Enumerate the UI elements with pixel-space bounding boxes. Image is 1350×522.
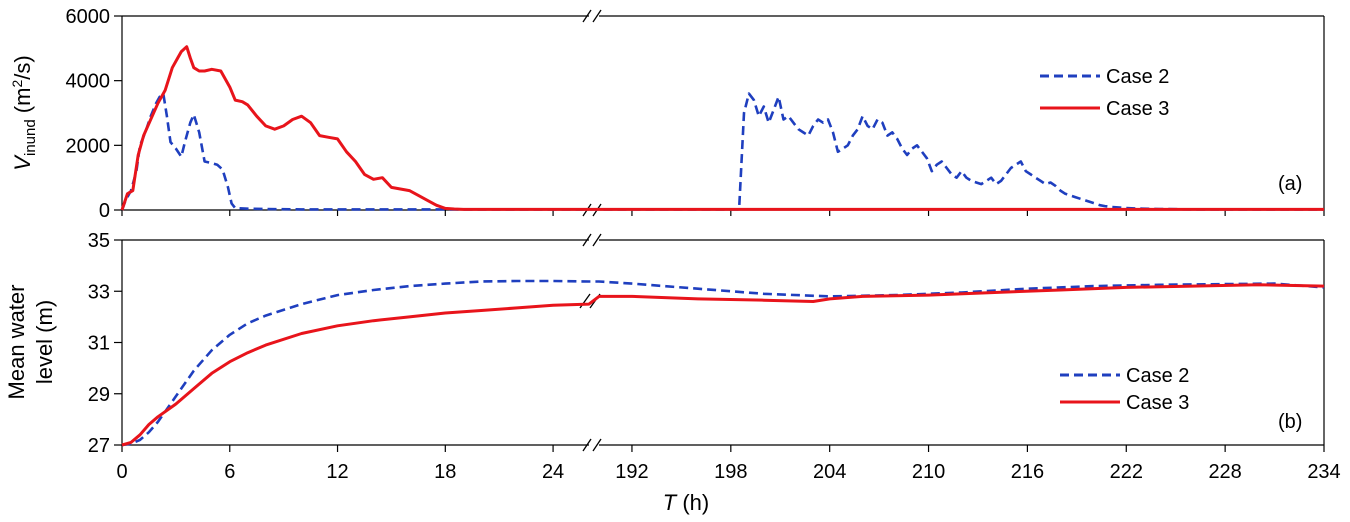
panel-a-legend-label-case2: Case 2 (1106, 66, 1169, 88)
panel-b-series-case-2 (121, 279, 1325, 447)
panel-b-ylabel-line1: Mean water (4, 285, 29, 400)
panel-a-y-ticks: 0 2000 4000 6000 (66, 6, 1325, 222)
panel-b-label: (b) (1278, 411, 1302, 433)
x-tick-label: 210 (912, 461, 945, 483)
x-tick-label: 192 (615, 461, 648, 483)
panel-b-series (121, 279, 1325, 447)
x-tick-label: 18 (434, 461, 456, 483)
x-axis-label-main: T (663, 490, 678, 515)
panel-a-legend-label-case3: Case 3 (1106, 98, 1169, 120)
panel-a-y-tick-label: 4000 (66, 71, 111, 93)
panel-b-break-bottom (582, 438, 602, 452)
x-tick-label: 0 (116, 461, 127, 483)
panel-b-break-top (582, 233, 602, 247)
panel-a-ylabel-main: V (10, 154, 35, 171)
panel-a-series-case-3 (120, 45, 1324, 211)
x-tick-label: 234 (1307, 461, 1340, 483)
panel-b-y-axis-label: Mean water level (m) (4, 285, 57, 400)
x-axis-label: T (h) (663, 490, 709, 515)
x-tick-label: 216 (1011, 461, 1044, 483)
panel-a-ylabel-unit-sup: 2 (9, 80, 25, 88)
panel-b-y-tick-label: 27 (88, 435, 110, 457)
panel-b-y-ticks: 27 29 31 33 35 (88, 230, 122, 457)
panel-b-legend: Case 2 Case 3 (1060, 365, 1189, 414)
x-tick-label: 6 (224, 461, 235, 483)
x-tick-label: 222 (1110, 461, 1143, 483)
panel-a-y-tick-label: 2000 (66, 135, 111, 157)
panel-a-ylabel-unit-post: /s) (10, 55, 35, 79)
panel-b-y-tick-label: 35 (88, 230, 110, 252)
x-tick-label: 198 (714, 461, 747, 483)
x-tick-label: 204 (813, 461, 846, 483)
panel-b-y-tick-label: 29 (88, 384, 110, 406)
x-axis-label-unit: (h) (676, 490, 709, 515)
panel-b: 27 29 31 33 35 0 6 12 18 24 192 198 204 210 216 222 228… (4, 230, 1341, 515)
panel-a-ylabel-sub: inund (22, 119, 39, 156)
panel-a-legend: Case 2 Case 3 (1040, 66, 1169, 120)
panel-a: 0 2000 4000 6000 Vinund (m2/s) Case 2 Case … (9, 6, 1325, 222)
x-tick-label: 24 (542, 461, 564, 483)
panel-b-ylabel-line2: level (m) (32, 300, 57, 384)
panel-a-break-top (582, 9, 602, 23)
panel-a-series-case-2 (120, 92, 1324, 211)
panel-a-ylabel-unit-pre: (m (10, 88, 35, 120)
x-tick-label: 12 (326, 461, 348, 483)
panel-a-series (120, 45, 1324, 211)
panel-a-y-tick-label: 6000 (66, 6, 111, 28)
panel-b-legend-label-case3: Case 3 (1126, 392, 1189, 414)
panel-a-label: (a) (1278, 173, 1302, 195)
panel-b-y-tick-label: 31 (88, 333, 110, 355)
panel-b-series-case-3 (121, 283, 1325, 447)
panel-b-legend-label-case2: Case 2 (1126, 365, 1189, 387)
x-tick-label: 228 (1208, 461, 1241, 483)
panel-b-x-ticks: 0 6 12 18 24 192 198 204 210 216 222 228 234 (116, 445, 1341, 483)
panel-b-y-tick-label: 33 (88, 281, 110, 303)
panel-a-y-axis-label: Vinund (m2/s) (9, 55, 39, 170)
panel-a-y-tick-label: 0 (99, 200, 110, 222)
svg-text:Vinund (m2/s): Vinund (m2/s) (9, 55, 39, 170)
